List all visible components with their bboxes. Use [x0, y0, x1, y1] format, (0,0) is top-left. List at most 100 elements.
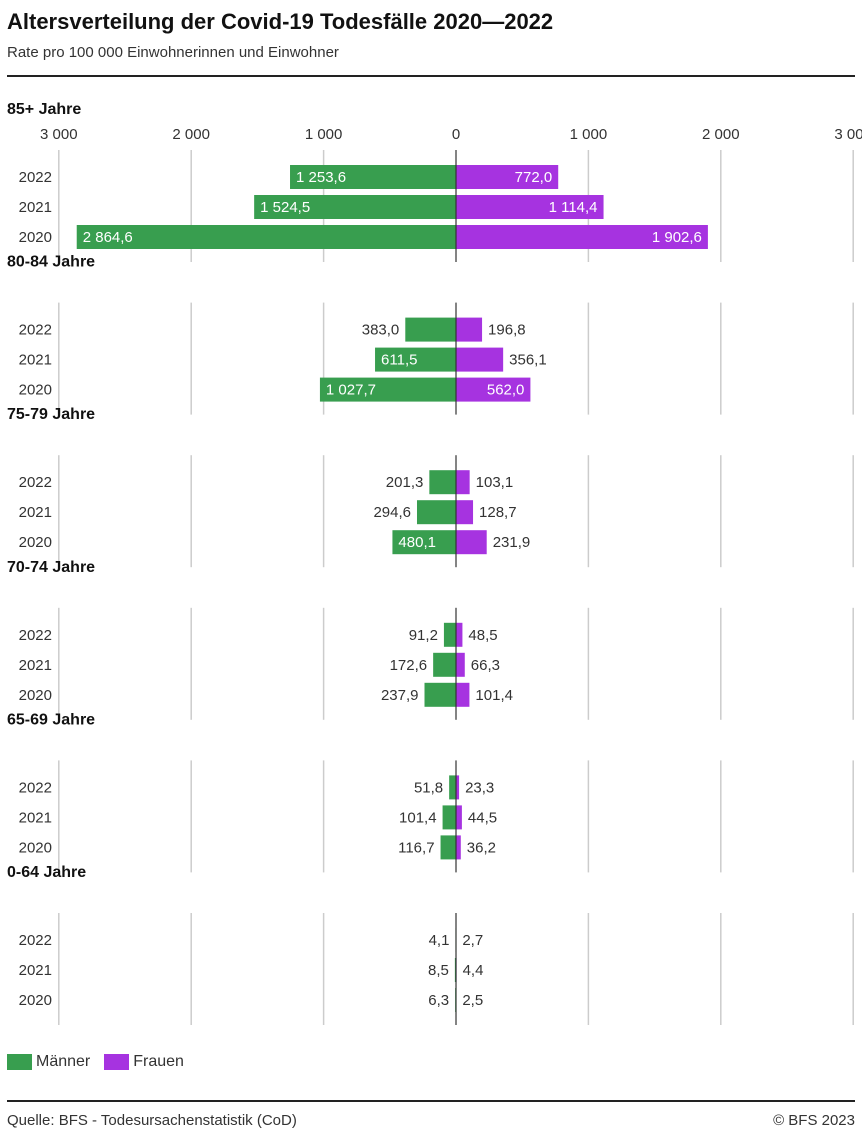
data-label-maenner: 8,5 [428, 962, 449, 979]
bar-maenner-2021 [433, 652, 456, 677]
data-label-frauen: 128,7 [479, 504, 517, 521]
year-label: 2020 [19, 839, 52, 856]
bar-maenner-2022 [290, 165, 456, 189]
year-label: 2022 [19, 627, 52, 644]
bar-frauen-2021 [456, 500, 474, 525]
bar-frauen-2022 [456, 470, 470, 495]
data-label-maenner: 91,2 [409, 627, 438, 644]
copyright: © BFS 2023 [773, 1112, 855, 1129]
data-label-frauen: 4,4 [463, 962, 484, 979]
data-label-frauen: 196,8 [488, 322, 526, 339]
data-label-frauen: 2,5 [462, 992, 483, 1009]
data-label-maenner: 1 524,5 [260, 199, 310, 216]
bar-maenner-2022 [443, 622, 456, 647]
bar-frauen-2020 [456, 377, 531, 402]
bar-maenner-2021 [254, 195, 456, 219]
x-tick-label: 1 000 [305, 126, 343, 143]
year-label: 2022 [19, 322, 52, 339]
data-label-maenner: 611,5 [381, 352, 417, 369]
panel-title: 65-69 Jahre [7, 711, 95, 728]
legend-item-maenner[interactable]: Männer [7, 1053, 90, 1071]
data-label-frauen: 36,2 [467, 839, 496, 856]
x-tick-label: 2 000 [702, 126, 740, 143]
year-label: 2021 [19, 199, 52, 216]
panel-title: 0-64 Jahre [7, 864, 86, 881]
year-label: 2020 [19, 992, 52, 1009]
x-tick-label: 2 000 [172, 126, 210, 143]
data-label-maenner: 383,0 [362, 322, 400, 339]
data-label-frauen: 1 114,4 [549, 199, 598, 216]
bar-frauen-2022 [456, 622, 463, 647]
bar-frauen-2020 [456, 835, 461, 860]
data-label-frauen: 562,0 [487, 382, 525, 399]
year-label: 2020 [19, 229, 52, 246]
legend-label-maenner: Männer [36, 1053, 91, 1070]
source-note: Quelle: BFS - Todesursachenstatistik (Co… [7, 1112, 297, 1129]
bar-frauen-2021 [456, 805, 462, 830]
x-tick-label: 3 000 [40, 126, 78, 143]
data-label-maenner: 294,6 [373, 504, 411, 521]
data-label-frauen: 101,4 [475, 687, 513, 704]
bar-maenner-2020 [392, 530, 456, 555]
data-label-maenner: 6,3 [428, 992, 449, 1009]
panel-title: 80-84 Jahre [7, 254, 95, 271]
x-tick-label: 3 000 [834, 126, 862, 143]
year-label: 2021 [19, 657, 52, 674]
bar-maenner-2022 [429, 470, 456, 495]
data-label-maenner: 172,6 [390, 657, 428, 674]
legend-swatch-frauen [104, 1054, 130, 1070]
bar-maenner-2020 [424, 682, 456, 707]
data-label-frauen: 44,5 [468, 809, 497, 826]
bar-frauen-2020 [456, 225, 708, 249]
bar-frauen-2021 [456, 347, 504, 372]
year-label: 2021 [19, 352, 52, 369]
year-label: 2021 [19, 504, 52, 521]
data-label-maenner: 201,3 [386, 474, 424, 491]
legend-label-frauen: Frauen [133, 1053, 184, 1070]
data-label-frauen: 23,3 [465, 779, 494, 796]
year-label: 2020 [19, 534, 52, 551]
bar-frauen-2022 [456, 165, 559, 189]
legend: Männer Frauen [7, 1053, 198, 1071]
top-divider [7, 75, 855, 77]
legend-item-frauen[interactable]: Frauen [104, 1053, 184, 1071]
bar-maenner-2021 [442, 805, 456, 830]
bar-frauen-2020 [456, 530, 487, 555]
bar-maenner-2022 [449, 775, 456, 800]
bar-maenner-2020 [440, 835, 456, 860]
data-label-maenner: 51,8 [414, 779, 443, 796]
data-label-frauen: 356,1 [509, 352, 547, 369]
year-label: 2022 [19, 169, 52, 186]
data-label-maenner: 480,1 [398, 534, 436, 551]
data-label-maenner: 1 253,6 [296, 169, 346, 186]
bar-frauen-2022 [456, 317, 483, 342]
x-tick-label: 0 [452, 126, 460, 143]
bar-maenner-2021 [375, 347, 456, 372]
data-label-frauen: 103,1 [476, 474, 514, 491]
year-label: 2021 [19, 809, 52, 826]
panel-title: 75-79 Jahre [7, 406, 95, 423]
data-label-maenner: 1 027,7 [326, 382, 376, 399]
bar-maenner-2020 [319, 377, 456, 402]
data-label-maenner: 101,4 [399, 809, 437, 826]
panel-title: 70-74 Jahre [7, 559, 95, 576]
data-label-maenner: 116,7 [398, 839, 434, 856]
data-label-frauen: 1 902,6 [652, 229, 702, 246]
chart-subtitle: Rate pro 100 000 Einwohnerinnen und Einw… [7, 44, 339, 61]
data-label-frauen: 2,7 [462, 932, 483, 949]
year-label: 2021 [19, 962, 52, 979]
bar-maenner-2022 [405, 317, 456, 342]
bar-frauen-2020 [456, 682, 470, 707]
legend-swatch-maenner [7, 1054, 32, 1070]
year-label: 2022 [19, 474, 52, 491]
data-label-maenner: 237,9 [381, 687, 419, 704]
data-label-maenner: 4,1 [429, 932, 450, 949]
bar-frauen-2022 [456, 775, 460, 800]
year-label: 2022 [19, 779, 52, 796]
bar-maenner-2020 [76, 225, 456, 249]
year-label: 2022 [19, 932, 52, 949]
bar-frauen-2021 [456, 652, 465, 677]
data-label-frauen: 48,5 [468, 627, 497, 644]
data-label-frauen: 231,9 [493, 534, 531, 551]
